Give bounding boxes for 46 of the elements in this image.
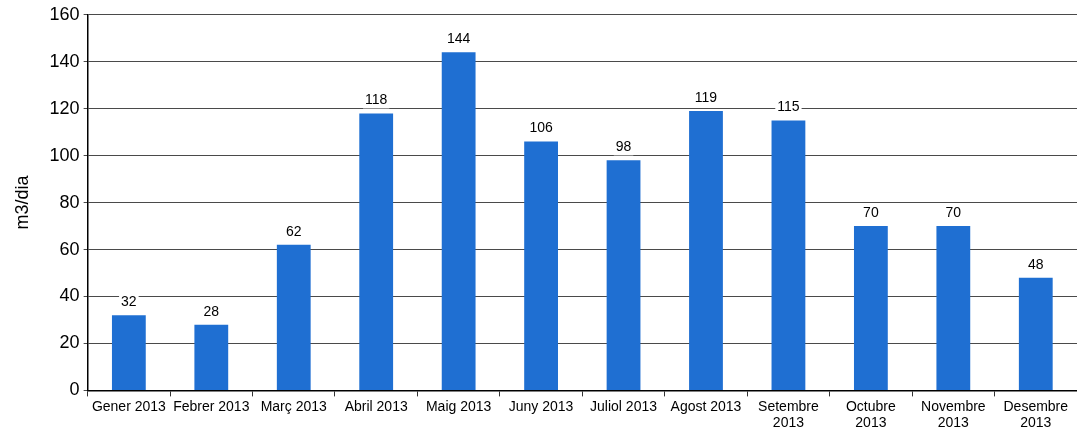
x-tick-label: Gener 2013 — [91, 397, 167, 414]
data-label: 106 — [529, 119, 553, 136]
x-tick-label: Febrer 2013 — [173, 397, 250, 414]
y-tick-label: 60 — [59, 238, 80, 259]
data-label: 32 — [121, 293, 137, 310]
bar — [276, 244, 311, 390]
bar — [524, 141, 558, 390]
y-tick-label: 120 — [49, 97, 80, 118]
data-label: 98 — [615, 138, 632, 155]
y-tick-label: 20 — [59, 332, 80, 353]
bar — [111, 315, 146, 390]
data-label: 62 — [285, 222, 302, 239]
x-tick-label: Abril 2013 — [344, 397, 408, 414]
data-label: 119 — [694, 88, 718, 105]
bar — [441, 52, 476, 390]
bar — [689, 111, 723, 390]
data-label: 115 — [777, 98, 800, 115]
y-tick-label: 40 — [59, 285, 80, 306]
y-tick-label: 0 — [69, 379, 80, 400]
bar — [359, 113, 394, 390]
bar — [194, 324, 229, 390]
data-label: 28 — [203, 302, 220, 319]
data-label: 118 — [365, 91, 388, 108]
x-tick-label: Agost 2013 — [670, 397, 742, 414]
data-label: 70 — [863, 203, 879, 220]
bar — [853, 226, 888, 390]
data-label: 70 — [945, 203, 962, 220]
x-tick-label: Setembre 2013 — [758, 397, 819, 431]
data-label: 48 — [1027, 255, 1044, 272]
bar — [936, 226, 971, 390]
x-tick-label: Maig 2013 — [425, 397, 492, 414]
x-tick-label: Novembre 2013 — [921, 397, 986, 431]
y-tick-label: 140 — [49, 50, 80, 71]
x-tick-label: Juliol 2013 — [590, 397, 658, 414]
x-tick-label: Juny 2013 — [508, 397, 574, 414]
bar — [1018, 277, 1053, 390]
bar — [771, 120, 806, 390]
bar — [606, 160, 641, 390]
y-tick-label: 160 — [49, 3, 80, 24]
x-tick-label: Desembre 2013 — [1003, 397, 1069, 431]
y-tick-label: 80 — [59, 191, 80, 212]
y-axis-title: m3/dia — [11, 174, 32, 230]
x-tick-label: Octubre 2013 — [845, 397, 896, 431]
x-tick-label: Març 2013 — [260, 397, 328, 414]
y-tick-label: 100 — [49, 144, 80, 165]
data-label: 144 — [446, 30, 471, 47]
